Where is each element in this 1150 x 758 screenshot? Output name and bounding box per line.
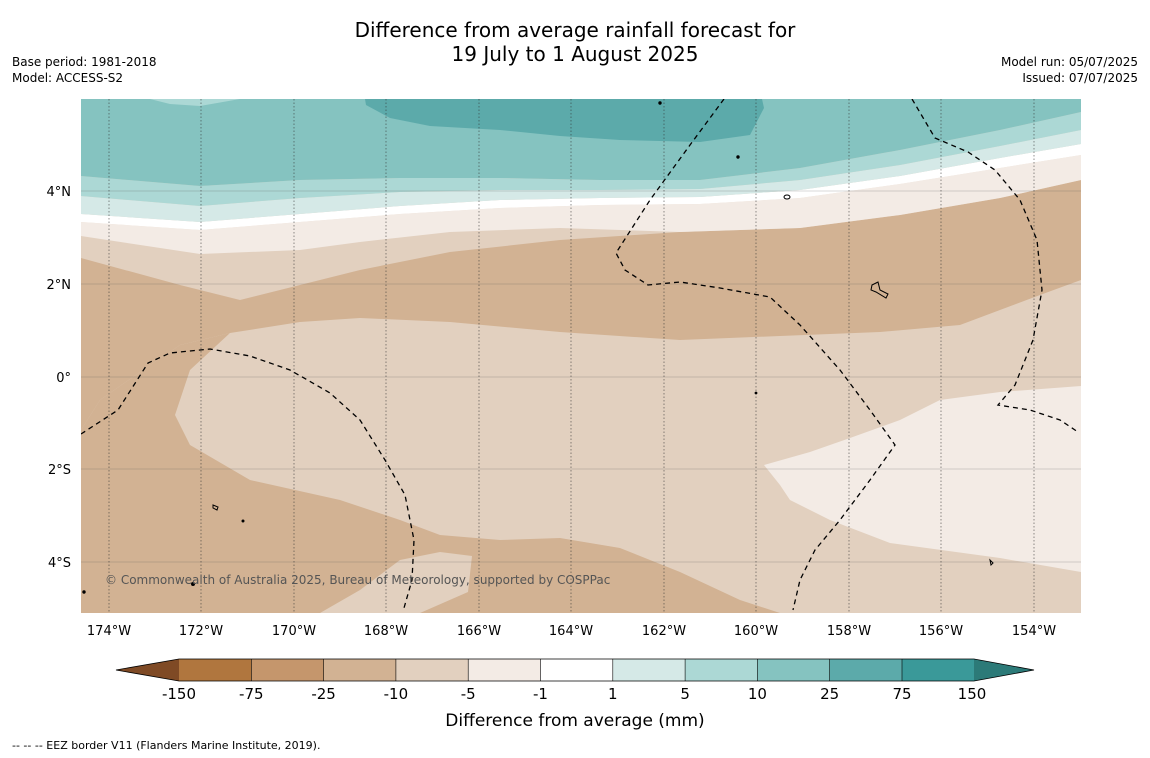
colorbar-segment <box>251 659 324 681</box>
region-dry-moderate-north <box>81 180 1081 430</box>
lon-label: 174°W <box>87 624 131 639</box>
region-wet-light-patch <box>150 99 240 106</box>
footnote-eez: -- -- -- EEZ border V11 (Flanders Marine… <box>12 739 321 752</box>
region-neutral <box>81 144 1081 230</box>
lat-labels: 4°N 2°N 0° 2°S 4°S <box>47 185 72 571</box>
region-wet-slight <box>81 130 1081 222</box>
colorbar-label: Difference from average (mm) <box>445 711 704 731</box>
lon-label: 164°W <box>549 624 593 639</box>
colorbar-segment <box>902 659 974 681</box>
issued-date: Issued: 07/07/2025 <box>1022 71 1138 85</box>
colorbar <box>115 658 1035 682</box>
colorbar-segment <box>179 659 252 681</box>
island-g <box>241 519 245 523</box>
region-dry-light-south <box>320 552 472 613</box>
lon-label: 160°W <box>734 624 778 639</box>
region-wet-moderate <box>81 99 1081 186</box>
region-dry-moderate-west <box>81 333 780 613</box>
base-period: Base period: 1981-2018 <box>12 55 157 69</box>
colorbar-tick: -150 <box>162 685 196 703</box>
colorbar-segment <box>829 659 902 681</box>
island-f <box>212 504 219 511</box>
colorbar-tick: 1 <box>608 685 618 703</box>
copyright-text: © Commonwealth of Australia 2025, Bureau… <box>105 573 610 587</box>
eez-border-west <box>81 348 415 609</box>
meta-right: Model run: 05/07/2025 Issued: 07/07/2025 <box>1001 54 1138 86</box>
lon-label: 162°W <box>642 624 686 639</box>
model-run: Model run: 05/07/2025 <box>1000 55 1138 69</box>
lat-label: 2°N <box>47 278 72 293</box>
lon-label: 154°W <box>1012 624 1056 639</box>
island-h <box>191 582 195 586</box>
eez-border-central <box>615 99 896 611</box>
eez-borders <box>81 99 1079 611</box>
colorbar-tick: -75 <box>239 685 264 703</box>
colorbar-tick: -1 <box>533 685 548 703</box>
colorbar-segment <box>395 659 469 681</box>
lon-label: 168°W <box>364 624 408 639</box>
colorbar-segment <box>468 659 541 681</box>
map-plot-area: © Commonwealth of Australia 2025, Bureau… <box>81 99 1081 613</box>
lon-label: 156°W <box>919 624 963 639</box>
colorbar-segment <box>540 659 613 681</box>
lat-label: 0° <box>56 371 71 386</box>
colorbar-ticks: -150 -75 -25 -10 -5 -1 1 5 10 25 75 150 <box>162 685 986 703</box>
colorbar-extend-high <box>974 659 1034 681</box>
region-wet-light <box>81 112 1081 206</box>
colorbar-tick: 150 <box>958 685 987 703</box>
meta-left: Base period: 1981-2018 Model: ACCESS-S2 <box>12 54 157 86</box>
title-line-1: Difference from average rainfall forecas… <box>354 18 796 42</box>
colorbar-segment <box>612 659 686 681</box>
gridlines <box>81 99 1081 613</box>
lat-label: 4°S <box>48 556 71 571</box>
region-dry-slight-southeast <box>764 386 1081 572</box>
colorbar-segment <box>323 659 396 681</box>
islands <box>82 101 994 594</box>
colorbar-tick: -5 <box>461 685 476 703</box>
colorbar-segment <box>757 659 830 681</box>
lon-label: 158°W <box>827 624 871 639</box>
colorbar-tick: 5 <box>680 685 690 703</box>
lat-label: 4°N <box>47 185 72 200</box>
lat-label: 2°S <box>48 463 71 478</box>
title-line-2: 19 July to 1 August 2025 <box>451 42 699 66</box>
map-title: Difference from average rainfall forecas… <box>0 18 1150 66</box>
eez-border-east <box>911 99 1079 433</box>
lon-label: 170°W <box>272 624 316 639</box>
colorbar-tick: -10 <box>384 685 409 703</box>
colorbar-tick: -25 <box>311 685 336 703</box>
island-c <box>736 155 740 159</box>
island-d <box>658 101 662 105</box>
colorbar-tick: 75 <box>892 685 911 703</box>
colorbar-tick: 25 <box>820 685 839 703</box>
region-dry-slight-north <box>81 155 1081 254</box>
colorbar-outline <box>115 658 1035 682</box>
island-i <box>82 590 86 594</box>
island-b <box>870 281 889 299</box>
island-a <box>783 194 791 200</box>
island-j <box>989 558 994 567</box>
colorbar-segment <box>685 659 758 681</box>
lon-labels: 174°W 172°W 170°W 168°W 166°W 164°W 162°… <box>87 624 1056 639</box>
lon-label: 172°W <box>179 624 223 639</box>
island-e <box>754 391 758 395</box>
colorbar-tick: 10 <box>748 685 767 703</box>
colorbar-extend-low <box>116 659 179 681</box>
model-name: Model: ACCESS-S2 <box>12 71 124 85</box>
lon-label: 166°W <box>457 624 501 639</box>
